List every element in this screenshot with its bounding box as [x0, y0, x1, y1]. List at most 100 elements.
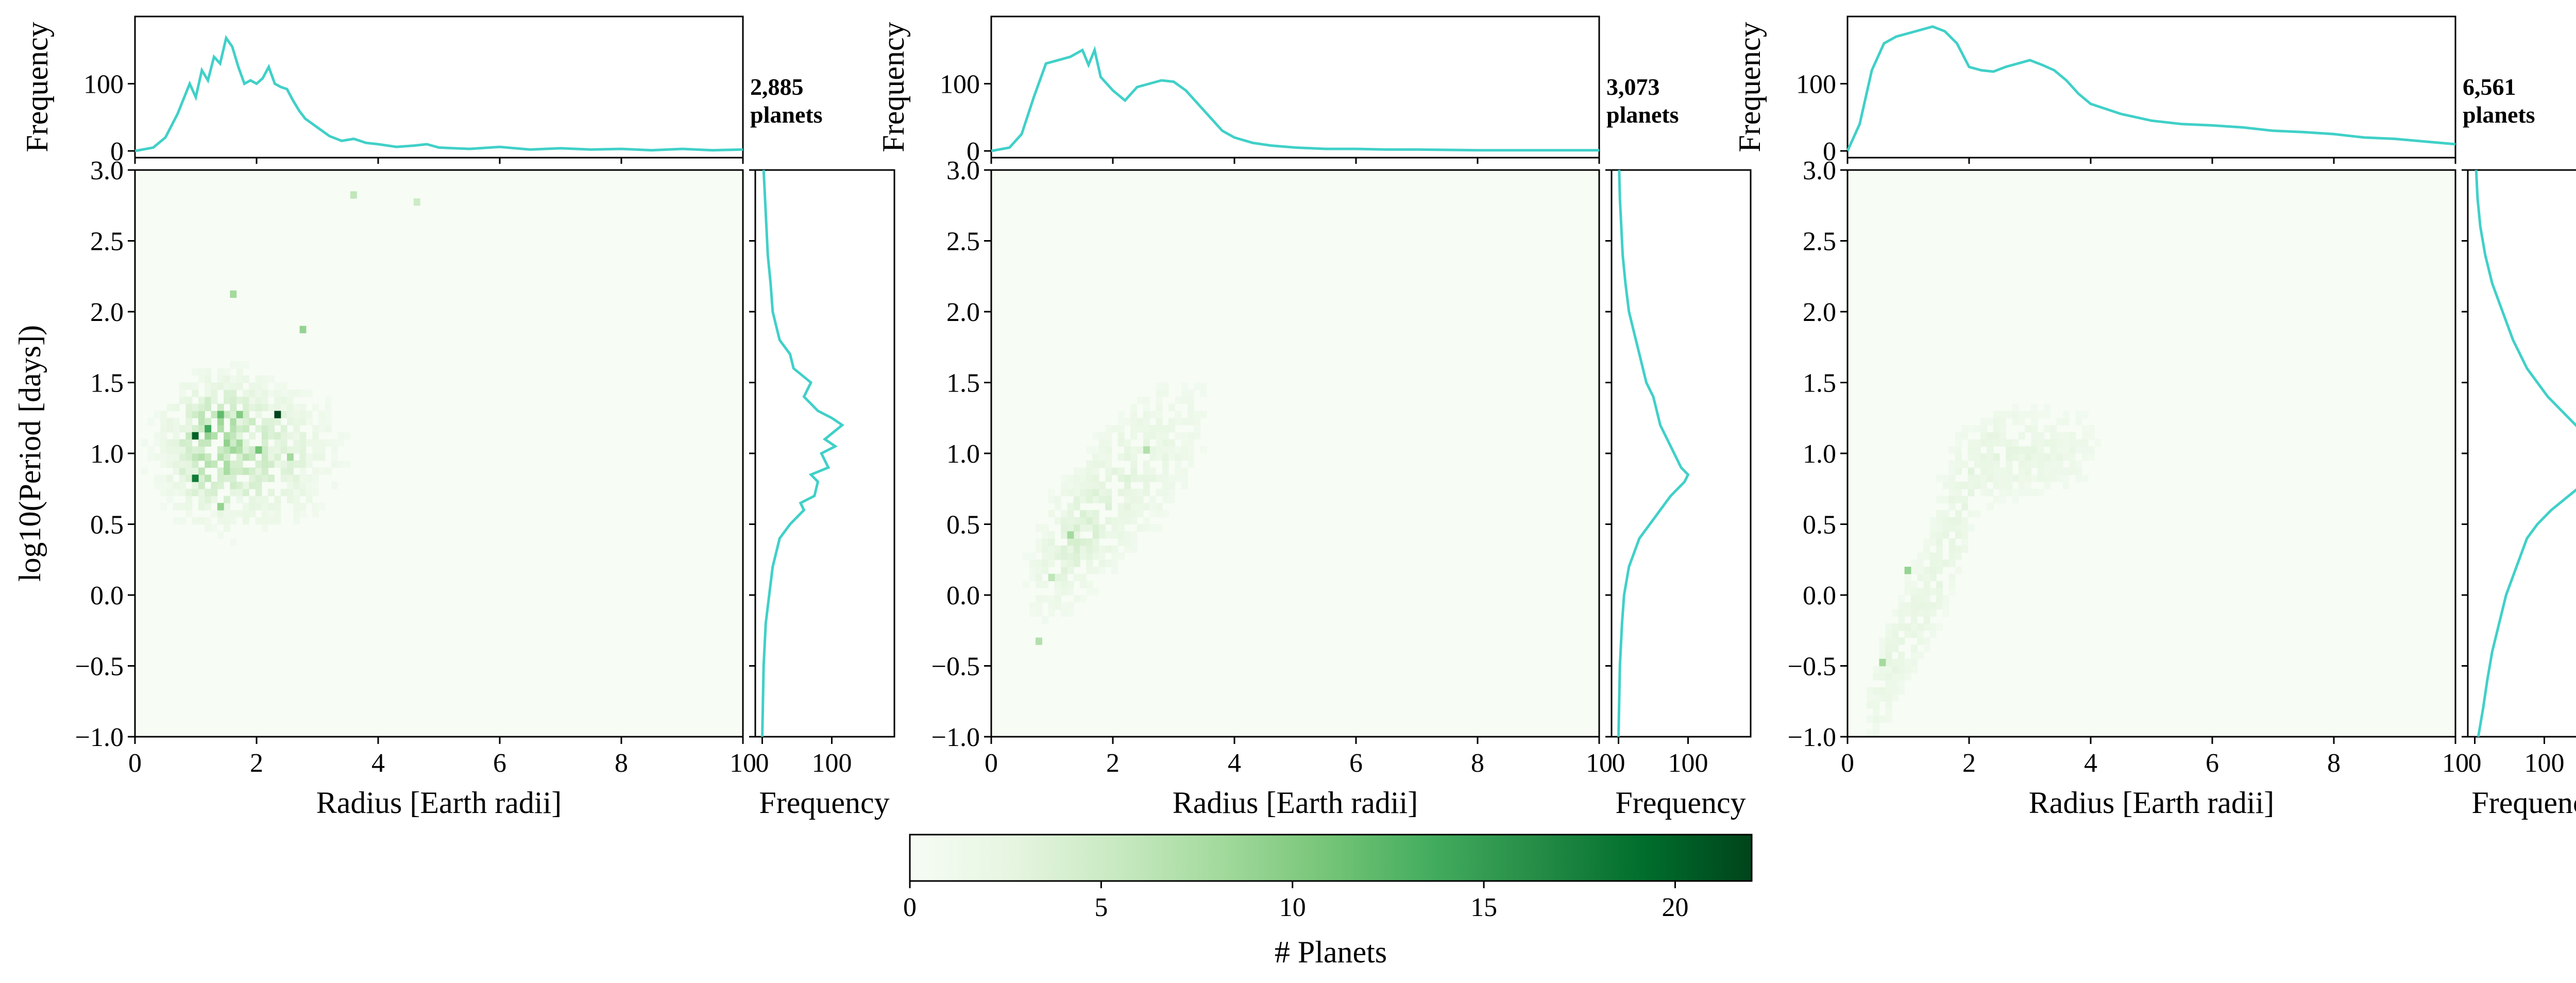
heatmap-cell [1188, 397, 1194, 404]
heatmap-cell [1130, 467, 1138, 475]
heatmap-cell [325, 425, 332, 433]
top-marginal-tick-label: 100 [940, 70, 980, 99]
heatmap-cell [1086, 446, 1093, 454]
x-tick-label: 4 [371, 749, 385, 778]
heatmap-cell [1067, 488, 1074, 497]
heatmap-cell [1098, 432, 1106, 440]
heatmap-cell [1188, 403, 1194, 412]
x-tick-label: 8 [615, 749, 628, 778]
heatmap-cell [1080, 467, 1087, 475]
heatmap-cell [1130, 460, 1138, 468]
heatmap-cell [1086, 545, 1093, 553]
heatmap-cell [1974, 446, 1981, 454]
heatmap-cell [306, 474, 313, 482]
heatmap-cell [274, 389, 281, 397]
colorbar: 0 5 10 15 20 # Planets [903, 834, 1753, 969]
heatmap-cell [1098, 560, 1106, 567]
panel-2-right-marginal-yticks [1605, 169, 1612, 738]
heatmap-cell [1987, 446, 1994, 454]
heatmap-cell [1054, 503, 1061, 511]
heatmap-cell [2075, 418, 2082, 426]
heatmap-cell [1948, 503, 1956, 511]
heatmap-cell [1149, 467, 1157, 475]
panel-3-count-value: 6,561 [2463, 74, 2516, 100]
heatmap-cell [1149, 446, 1157, 454]
heatmap-cell [2056, 439, 2063, 447]
heatmap-cell [1156, 439, 1163, 447]
heatmap-cell [1993, 425, 2000, 433]
heatmap-cell [1086, 488, 1093, 497]
heatmap-cell [192, 425, 199, 433]
heatmap-cell [261, 510, 268, 518]
y-tick-label: 3.0 [1803, 156, 1836, 185]
heatmap-cell [1149, 496, 1157, 503]
y-tick-label: 3.0 [90, 156, 124, 185]
heatmap-cell [1188, 418, 1194, 426]
heatmap-hotspot-cell [217, 411, 224, 418]
heatmap-cell [1086, 467, 1093, 475]
heatmap-cell [1999, 439, 2006, 447]
heatmap-cell [1885, 687, 1892, 695]
heatmap-cell [1117, 538, 1125, 546]
heatmap-cell [1098, 545, 1106, 553]
heatmap-cell [1023, 581, 1030, 588]
heatmap-cell [1866, 730, 1873, 737]
heatmap-cell [2025, 453, 2032, 461]
heatmap-cell [1098, 496, 1106, 503]
heatmap-cell [306, 488, 313, 497]
heatmap-cell [1936, 545, 1943, 553]
heatmap-cell [312, 432, 319, 440]
heatmap-cell [230, 488, 237, 497]
heatmap-cell [1162, 510, 1169, 518]
heatmap-cell [255, 411, 262, 418]
heatmap-cell [1098, 482, 1106, 489]
heatmap-cell [1117, 552, 1125, 560]
heatmap-cell [1149, 503, 1157, 511]
heatmap-cell [1073, 524, 1080, 532]
heatmap-cell [1866, 715, 1873, 723]
heatmap-cell [217, 510, 224, 518]
heatmap-cell [1111, 524, 1118, 532]
heatmap-cell [2081, 474, 2089, 482]
heatmap-cell [2075, 411, 2082, 418]
heatmap-cell [2012, 488, 2019, 497]
heatmap-cell [224, 439, 230, 447]
x-tick-label: 10 [2442, 749, 2469, 778]
heatmap-cell [1175, 446, 1182, 454]
heatmap-cell [1974, 439, 1981, 447]
heatmap-cell [179, 503, 186, 511]
heatmap-cell [1137, 488, 1144, 497]
heatmap-cell [2062, 432, 2070, 440]
heatmap-cell [1067, 545, 1074, 553]
heatmap-cell [2018, 446, 2025, 454]
heatmap-cell [217, 425, 224, 433]
heatmap-cell [1111, 425, 1118, 433]
heatmap-cell [205, 517, 212, 525]
heatmap-cell [1987, 467, 1994, 475]
heatmap-cell [1156, 510, 1163, 518]
heatmap-cell [192, 411, 199, 418]
heatmap-cell [1181, 389, 1188, 397]
heatmap-cell [1942, 474, 1950, 482]
heatmap-cell [2062, 482, 2070, 489]
heatmap-cell [1086, 482, 1093, 489]
heatmap-cell [185, 418, 193, 426]
heatmap-cell [268, 503, 275, 511]
heatmap-cell [1175, 411, 1182, 418]
heatmap-cell [1917, 637, 1924, 645]
y-tick-label: 1.0 [946, 439, 980, 469]
heatmap-cell [318, 446, 326, 454]
heatmap-cell [1168, 482, 1176, 489]
heatmap-cell [255, 403, 262, 412]
heatmap-cell [185, 446, 193, 454]
heatmap-cell [1974, 482, 1981, 489]
heatmap-cell [1130, 545, 1138, 553]
heatmap-cell [299, 474, 307, 482]
right-marginal-tick-label: 0 [2468, 749, 2482, 778]
panel-2: 0 2 4 6 8 10 −1.0 −0.5 0.0 0.5 1.0 1.5 2.0 2.5 3.0 Ra… [876, 15, 1752, 820]
x-tick-label: 6 [2206, 749, 2219, 778]
heatmap-cell [1080, 474, 1087, 482]
heatmap-cell [217, 474, 224, 482]
heatmap-hotspot-cell [1048, 573, 1055, 582]
panel-2-y-ticks: −1.0 −0.5 0.0 0.5 1.0 1.5 2.0 2.5 3.0 [931, 156, 991, 752]
